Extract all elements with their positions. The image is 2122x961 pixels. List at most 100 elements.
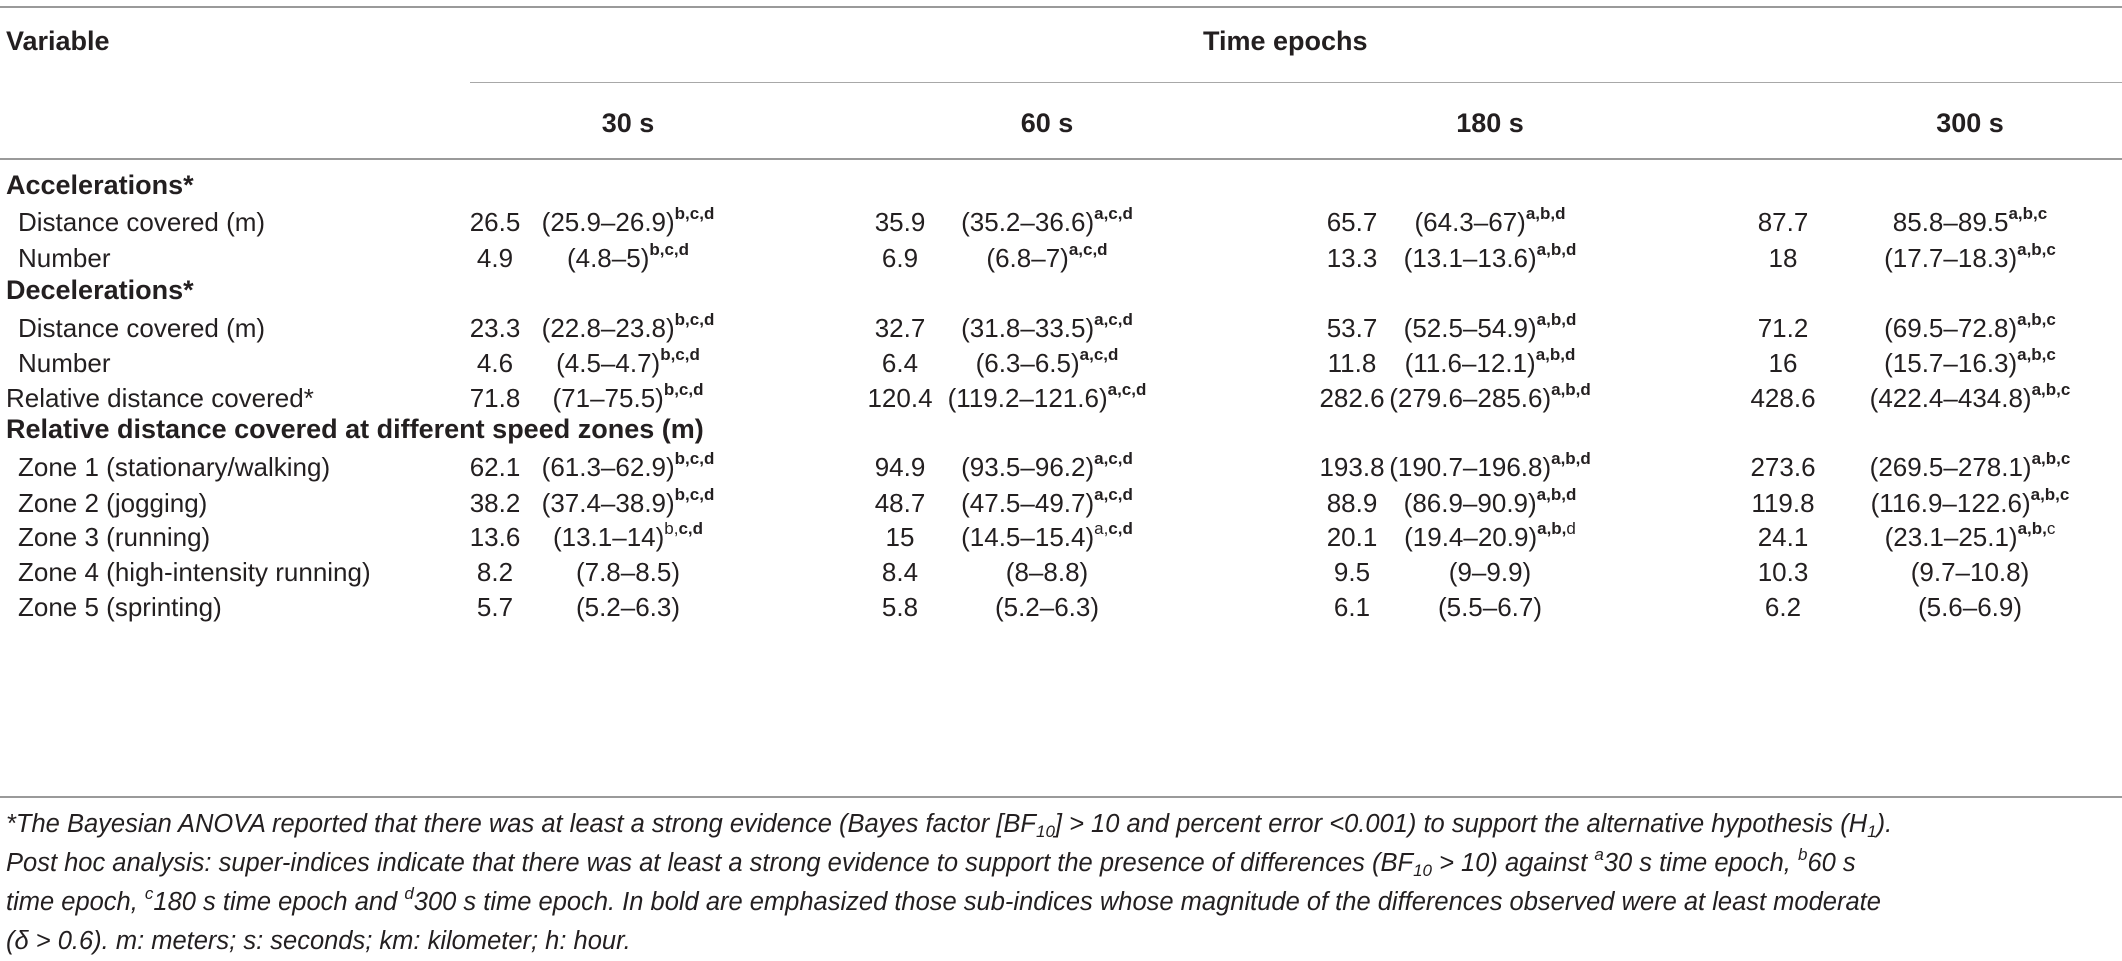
footnote-line-1: *The Bayesian ANOVA reported that there … [6, 810, 1893, 841]
row-label: Distance covered (m) [18, 207, 266, 237]
mean-value: 8.4 [881, 557, 919, 587]
mean-value: 48.7 [874, 488, 926, 518]
row-label: Zone 2 (jogging) [18, 488, 208, 518]
ci-range: (9–9.9) [1448, 557, 1532, 587]
row-label: Zone 3 (running) [18, 522, 211, 552]
significance-superscript: a,b,c [2031, 380, 2071, 399]
ci-value: (86.9–90.9)a,b,d [1403, 486, 1577, 519]
ci-value: (190.7–196.8)a,b,d [1389, 449, 1591, 483]
footnote-line-3: time epoch, c180 s time epoch and d300 s… [6, 884, 1881, 916]
ci-range: (64.3–67) [1414, 207, 1526, 237]
ci-range: 85.8–89.5 [1892, 207, 2009, 237]
ci-range: (22.8–23.8) [541, 313, 675, 343]
row-label: Zone 1 (stationary/walking) [18, 452, 331, 482]
ci-value: (22.8–23.8)b,c,d [541, 310, 715, 344]
ci-range: (69.5–72.8) [1884, 313, 2018, 343]
mean-value: 88.9 [1326, 488, 1378, 518]
mean-value: 6.1 [1333, 592, 1371, 622]
significance-superscript: b,c,d [663, 380, 704, 399]
significance-superscript: a,b,d [1551, 449, 1591, 468]
significance-superscript: a,c,d [1094, 449, 1133, 468]
mean-value: 119.8 [1751, 488, 1815, 518]
ci-range: (86.9–90.9) [1403, 488, 1537, 518]
significance-superscript: b,c,d [674, 204, 715, 223]
ci-value: (13.1–13.6)a,b,d [1403, 241, 1577, 274]
mean-value: 4.6 [476, 348, 514, 378]
ci-value: (9–9.9) [1449, 557, 1531, 588]
ci-range: (4.8–5) [566, 243, 650, 273]
mean-value: 5.8 [881, 592, 919, 622]
ci-value: (14.5–15.4)a,c,d [961, 519, 1133, 553]
significance-superscript: b,c,d [674, 449, 715, 468]
section-title: Decelerations* [6, 275, 194, 305]
ci-range: (19.4–20.9) [1404, 522, 1538, 552]
ci-range: (422.4–434.8) [1869, 383, 2032, 413]
significance-superscript: a,b,c [2017, 345, 2056, 364]
ci-value: (11.6–12.1)a,b,d [1404, 345, 1576, 379]
mean-value: 5.7 [476, 592, 514, 622]
ci-range: (35.2–36.6) [961, 207, 1095, 237]
ci-range: (5.2–6.3) [575, 592, 681, 622]
ci-range: (47.5–49.7) [961, 488, 1095, 518]
mean-value: 18 [1768, 243, 1798, 273]
ci-value: (69.5–72.8)a,b,c [1884, 311, 2056, 344]
significance-superscript: b,c,d [674, 310, 715, 329]
ci-range: (7.8–8.5) [575, 557, 681, 587]
mean-value: 11.8 [1327, 348, 1377, 378]
mean-value: 282.6 [1319, 383, 1385, 413]
significance-superscript: a,c,d [1094, 485, 1133, 504]
table-footnote: *The Bayesian ANOVA reported that there … [6, 805, 2116, 961]
ci-range: (37.4–38.9) [541, 488, 675, 518]
ci-range: (5.2–6.3) [994, 592, 1100, 622]
mean-value: 71.8 [469, 383, 521, 413]
significance-superscript: a,b,d [1551, 380, 1591, 399]
table-bottom-rule [0, 796, 2122, 798]
ci-value: (15.7–16.3)a,b,c [1884, 345, 2056, 379]
ci-range: (190.7–196.8) [1389, 452, 1552, 482]
ci-range: (5.5–6.7) [1437, 592, 1543, 622]
ci-range: (9.7–10.8) [1910, 557, 2030, 587]
row-label: Number [18, 348, 111, 378]
ci-value: 85.8–89.5a,b,c [1892, 205, 2047, 238]
ci-range: (61.3–62.9) [541, 452, 675, 482]
epoch-180s-header: 180 s [1456, 108, 1524, 138]
significance-superscript: a,b,c [2031, 449, 2071, 468]
significance-superscript: b,c,d [649, 240, 690, 259]
row-label: Zone 5 (sprinting) [18, 592, 222, 622]
significance-superscript: a,b,d [1535, 345, 1576, 364]
ci-value: (5.6–6.9) [1918, 592, 2022, 623]
ci-value: (422.4–434.8)a,b,c [1869, 380, 2071, 414]
significance-superscript: a,b,c [2030, 485, 2070, 504]
footnote-line-2: Post hoc analysis: super-indices indicat… [6, 845, 1856, 880]
row-label: Zone 4 (high-intensity running) [18, 557, 371, 587]
significance-superscript: b,c,d [674, 485, 715, 504]
ci-value: (116.9–122.6)a,b,c [1871, 485, 2070, 519]
ci-range: (25.9–26.9) [541, 207, 675, 237]
mean-value: 53.7 [1326, 313, 1378, 343]
mean-value: 38.2 [469, 488, 521, 518]
mean-value: 6.4 [881, 348, 919, 378]
ci-value: (279.6–285.6)a,b,d [1389, 380, 1591, 414]
significance-superscript: a,c,d [1094, 519, 1133, 538]
significance-superscript: b,c,d [660, 345, 700, 364]
ci-value: (64.3–67)a,b,d [1414, 205, 1566, 238]
mean-value: 6.2 [1764, 592, 1802, 622]
mean-value: 273.6 [1750, 452, 1816, 482]
significance-superscript: a,c,d [1079, 345, 1119, 364]
ci-value: (23.1–25.1)a,b,c [1885, 520, 2056, 553]
ci-range: (11.6–12.1) [1404, 348, 1536, 378]
ci-range: (13.1–13.6) [1403, 243, 1537, 273]
section-title: Accelerations* [6, 170, 194, 200]
ci-value: (37.4–38.9)b,c,d [541, 485, 715, 519]
ci-range: (93.5–96.2) [961, 452, 1095, 482]
mean-value: 35.9 [874, 207, 926, 237]
ci-value: (6.3–6.5)a,c,d [976, 345, 1119, 379]
ci-value: (4.8–5)b,c,d [566, 240, 690, 274]
mean-value: 23.3 [469, 313, 521, 343]
significance-superscript: a,b,c [2017, 240, 2056, 259]
mean-value: 13.6 [469, 522, 521, 552]
mean-value: 193.8 [1319, 452, 1385, 482]
mean-value: 428.6 [1750, 383, 1816, 413]
ci-range: (6.8–7) [986, 243, 1069, 273]
mean-value: 10.3 [1757, 557, 1809, 587]
